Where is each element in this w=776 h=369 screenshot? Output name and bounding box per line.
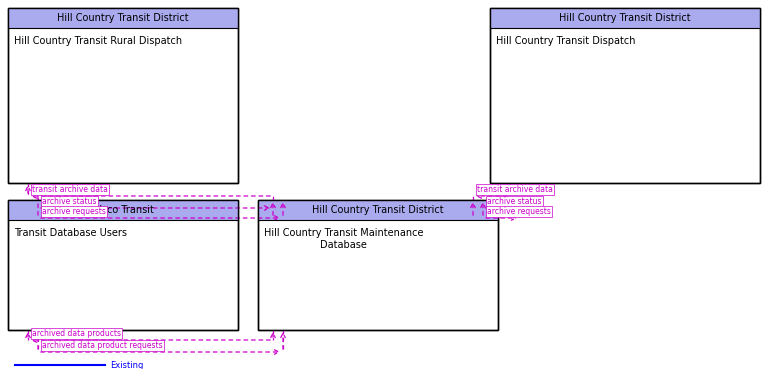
Bar [490, 8, 760, 183]
Text: archived data product requests: archived data product requests [42, 341, 163, 350]
Bar [490, 8, 760, 28]
Bar [8, 8, 238, 28]
Bar [8, 200, 238, 330]
Bar [258, 200, 498, 330]
Bar [8, 200, 238, 220]
Text: Hill Country Transit Rural Dispatch: Hill Country Transit Rural Dispatch [14, 36, 182, 46]
Text: transit archive data: transit archive data [32, 185, 108, 194]
Bar [8, 8, 238, 183]
Text: Hill Country Transit District: Hill Country Transit District [559, 13, 691, 23]
Text: Hill Country Transit Dispatch: Hill Country Transit Dispatch [496, 36, 636, 46]
Text: archive requests: archive requests [487, 207, 551, 216]
Text: Hill Country Transit Maintenance
Database: Hill Country Transit Maintenance Databas… [264, 228, 424, 249]
Bar [8, 8, 238, 183]
Bar [490, 8, 760, 183]
Bar [258, 200, 498, 220]
Text: Existing: Existing [110, 361, 144, 369]
Text: Hill Country Transit District: Hill Country Transit District [57, 13, 189, 23]
Text: Hill Country Transit District: Hill Country Transit District [312, 205, 444, 215]
Text: archived data products: archived data products [32, 329, 121, 338]
Text: archive status: archive status [487, 197, 542, 206]
Text: archive status: archive status [42, 197, 96, 206]
Bar [8, 200, 238, 330]
Text: archive requests: archive requests [42, 207, 106, 216]
Bar [258, 200, 498, 330]
Text: transit archive data: transit archive data [477, 185, 553, 194]
Text: Waco Transit: Waco Transit [92, 205, 154, 215]
Text: Transit Database Users: Transit Database Users [14, 228, 127, 238]
